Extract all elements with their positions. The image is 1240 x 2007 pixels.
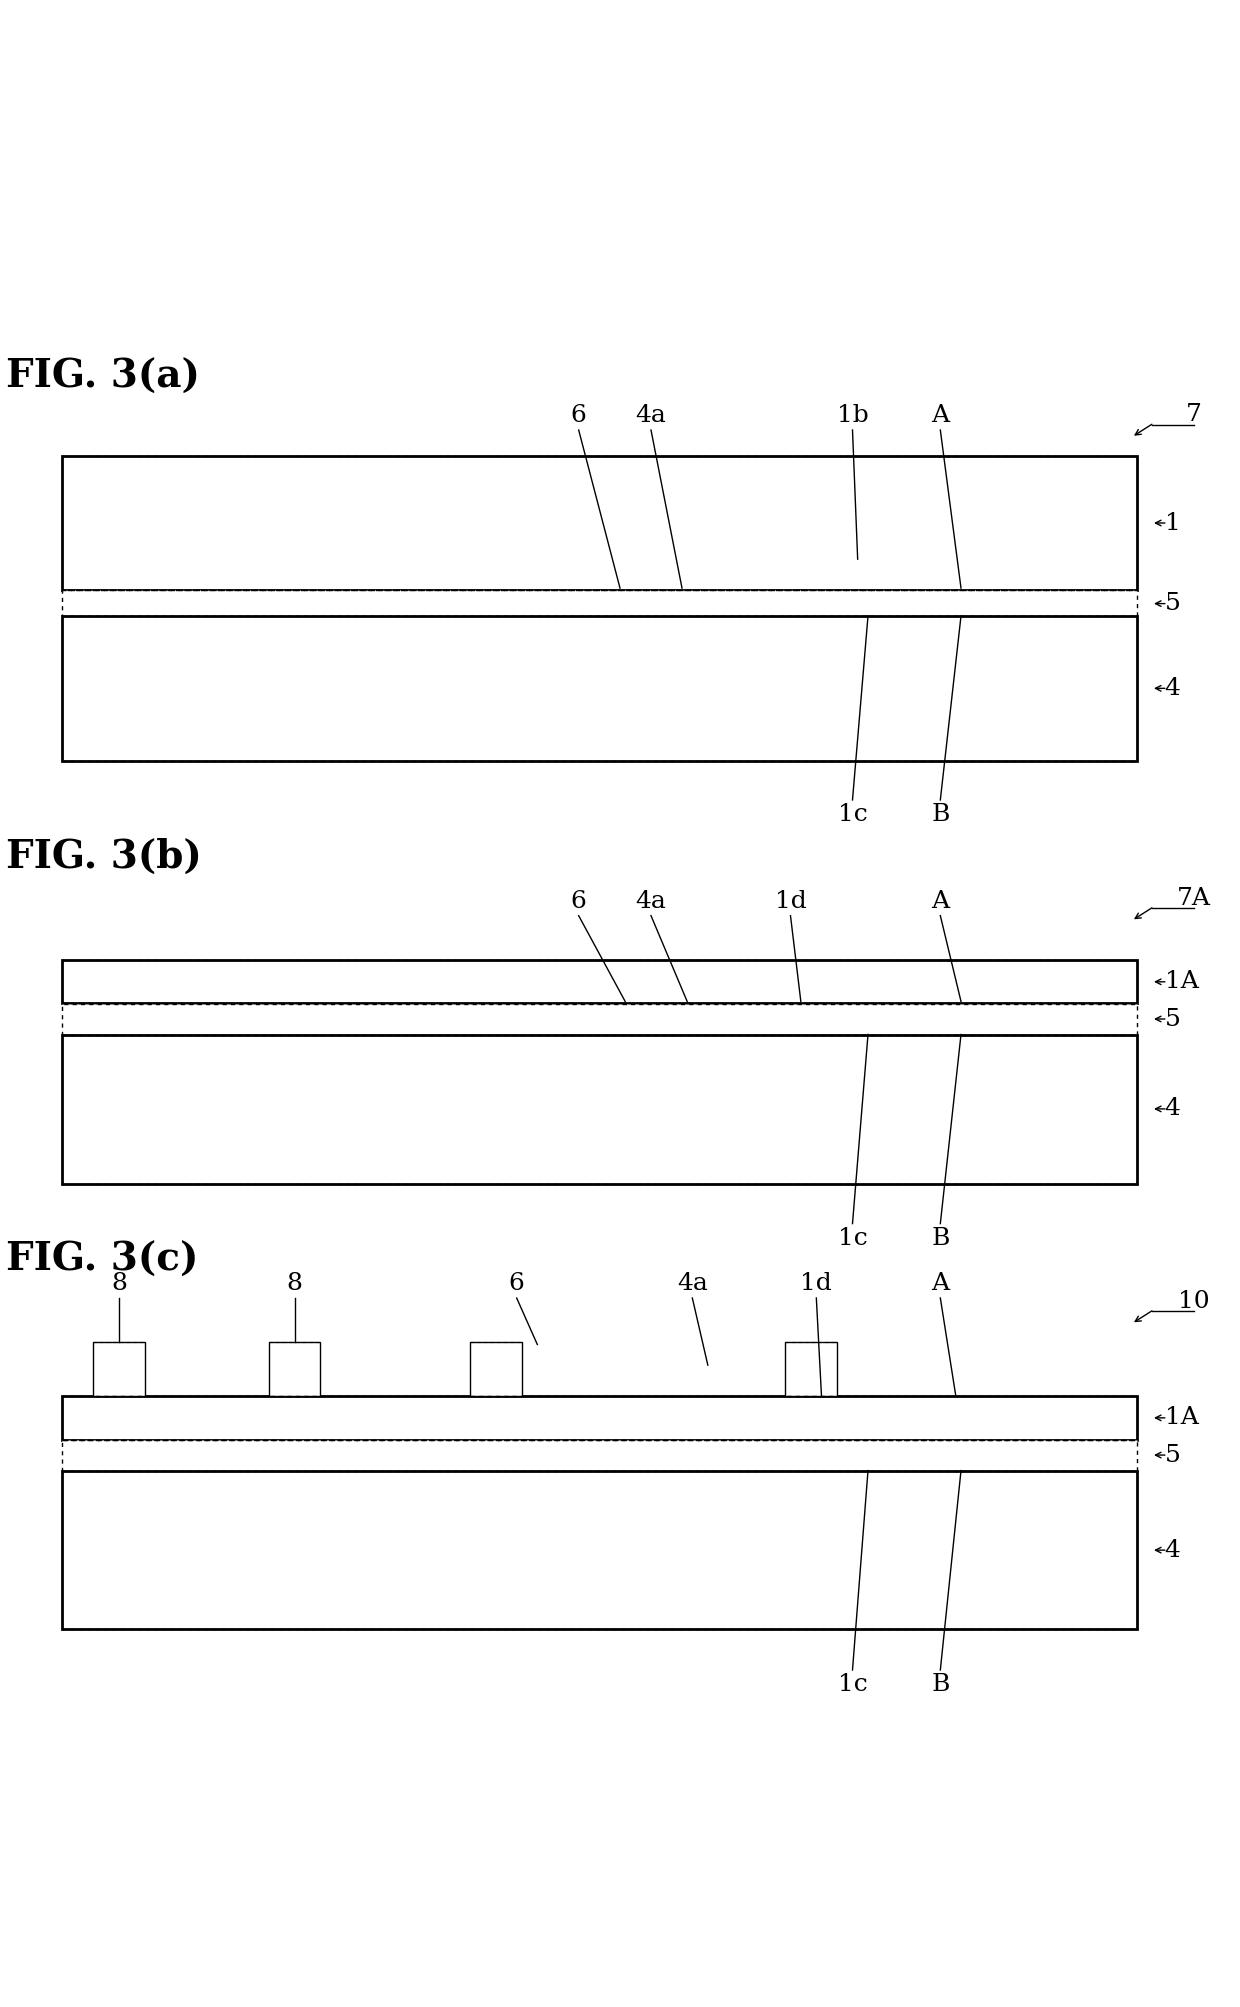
Text: B: B <box>931 1674 950 1696</box>
Bar <box>62 959 1137 1004</box>
Bar <box>470 1343 522 1397</box>
Text: B: B <box>931 1226 950 1250</box>
Text: FIG. 3(b): FIG. 3(b) <box>6 839 202 877</box>
Bar <box>62 1397 1137 1439</box>
Text: 6: 6 <box>570 403 587 427</box>
Text: 5: 5 <box>1164 592 1180 614</box>
Bar <box>269 1343 320 1397</box>
Text: 1c: 1c <box>838 1674 867 1696</box>
Text: 6: 6 <box>508 1272 525 1295</box>
Text: 1A: 1A <box>1164 969 1198 993</box>
Text: 10: 10 <box>1178 1291 1209 1313</box>
Bar <box>62 1471 1137 1628</box>
Text: 7A: 7A <box>1177 887 1210 909</box>
Text: 7: 7 <box>1185 403 1202 425</box>
Text: A: A <box>931 889 950 913</box>
Text: 6: 6 <box>570 889 587 913</box>
Text: 1d: 1d <box>801 1272 832 1295</box>
Text: 4a: 4a <box>677 1272 708 1295</box>
Text: 1d: 1d <box>775 889 806 913</box>
Text: A: A <box>931 403 950 427</box>
Text: 1b: 1b <box>837 403 868 427</box>
Text: 1c: 1c <box>838 803 867 827</box>
Text: 4a: 4a <box>636 403 666 427</box>
Text: 1c: 1c <box>838 1226 867 1250</box>
Text: 4: 4 <box>1164 1098 1180 1120</box>
Bar <box>93 1343 145 1397</box>
Text: B: B <box>931 803 950 827</box>
Text: 4: 4 <box>1164 676 1180 700</box>
Text: 1: 1 <box>1164 512 1180 534</box>
Text: A: A <box>931 1272 950 1295</box>
Bar <box>62 616 1137 761</box>
Bar <box>62 1004 1137 1034</box>
Bar <box>62 590 1137 616</box>
Text: 5: 5 <box>1164 1443 1180 1467</box>
Text: 4a: 4a <box>636 889 666 913</box>
Text: 1A: 1A <box>1164 1407 1198 1429</box>
Bar <box>62 1034 1137 1184</box>
Text: 8: 8 <box>110 1272 126 1295</box>
Bar <box>785 1343 837 1397</box>
Text: FIG. 3(a): FIG. 3(a) <box>6 357 200 395</box>
Text: 8: 8 <box>286 1272 303 1295</box>
Text: 4: 4 <box>1164 1539 1180 1561</box>
Bar <box>62 1439 1137 1471</box>
Bar <box>62 456 1137 590</box>
Text: 5: 5 <box>1164 1008 1180 1030</box>
Text: FIG. 3(c): FIG. 3(c) <box>6 1240 198 1278</box>
